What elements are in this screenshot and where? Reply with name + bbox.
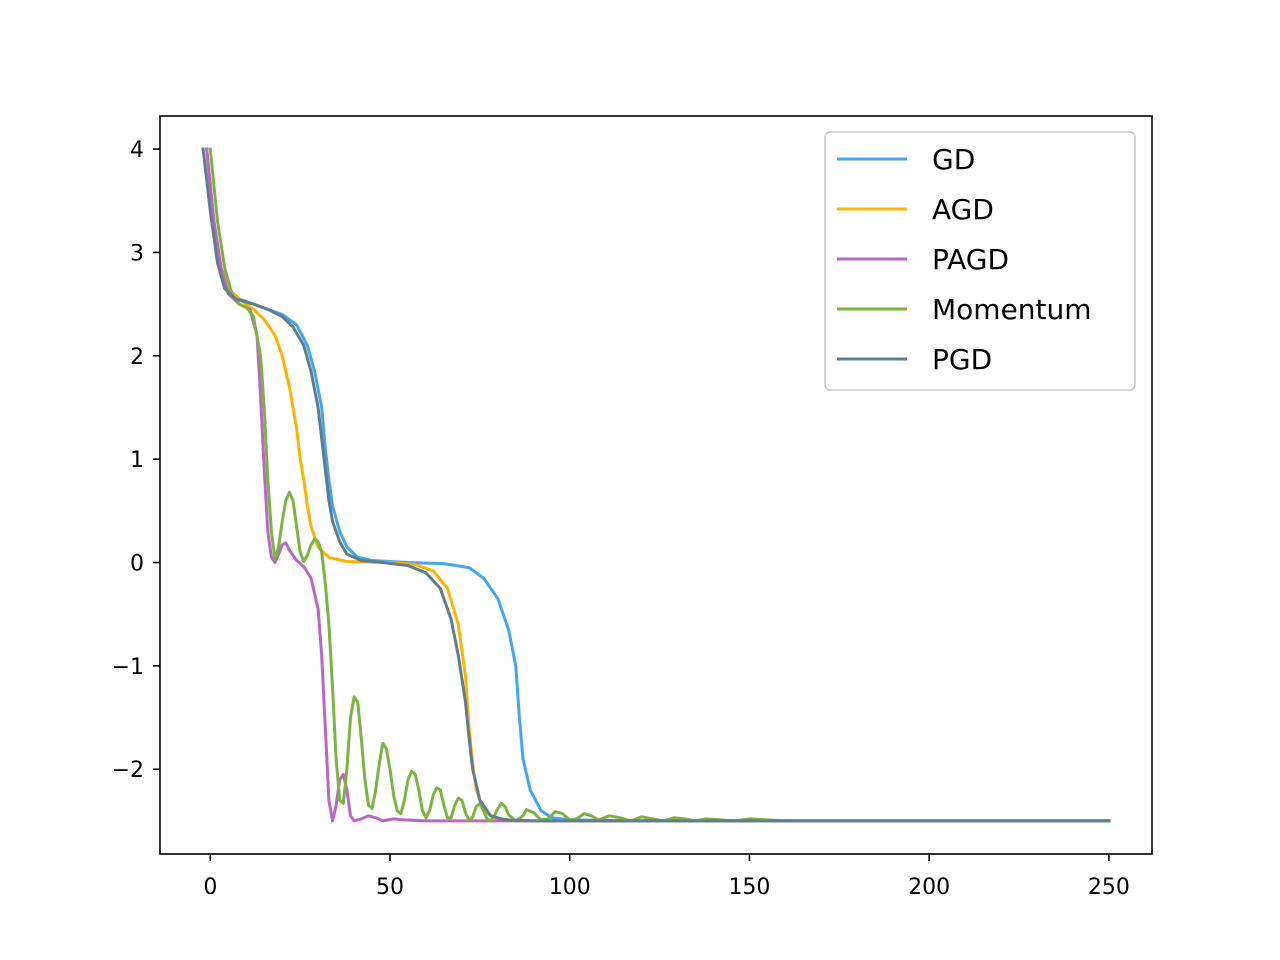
legend: GD AGD PAGD Momentum PGD — [824, 131, 1136, 391]
series-line-pgd — [201, 147, 1111, 823]
y-tick-label: 3 — [130, 241, 144, 266]
x-tick-label: 200 — [908, 875, 950, 900]
x-tick-label: 50 — [376, 875, 404, 900]
legend-label-momentum: Momentum — [932, 293, 1092, 326]
y-tick-label: −1 — [112, 655, 144, 680]
legend-label-pgd: PGD — [932, 343, 992, 376]
y-tick-label: −2 — [112, 758, 144, 783]
legend-box — [824, 131, 1136, 391]
series-layer — [201, 147, 1111, 823]
x-tick-label: 100 — [549, 875, 591, 900]
legend-label-agd: AGD — [932, 193, 994, 226]
y-tick-label: 1 — [130, 448, 144, 473]
x-tick-label: 150 — [728, 875, 770, 900]
x-axis: 0 50 100 150 200 250 — [203, 854, 1130, 900]
series-line-momentum — [208, 147, 1111, 823]
legend-label-pagd: PAGD — [932, 243, 1009, 276]
y-axis: 4 3 2 1 0 −1 −2 — [112, 138, 160, 783]
legend-label-gd: GD — [932, 143, 975, 176]
y-tick-label: 2 — [130, 345, 144, 370]
plot-frame — [159, 115, 1153, 855]
x-tick-label: 250 — [1088, 875, 1130, 900]
y-tick-label: 0 — [130, 552, 144, 577]
x-tick-label: 0 — [203, 875, 217, 900]
y-tick-label: 4 — [130, 138, 144, 163]
